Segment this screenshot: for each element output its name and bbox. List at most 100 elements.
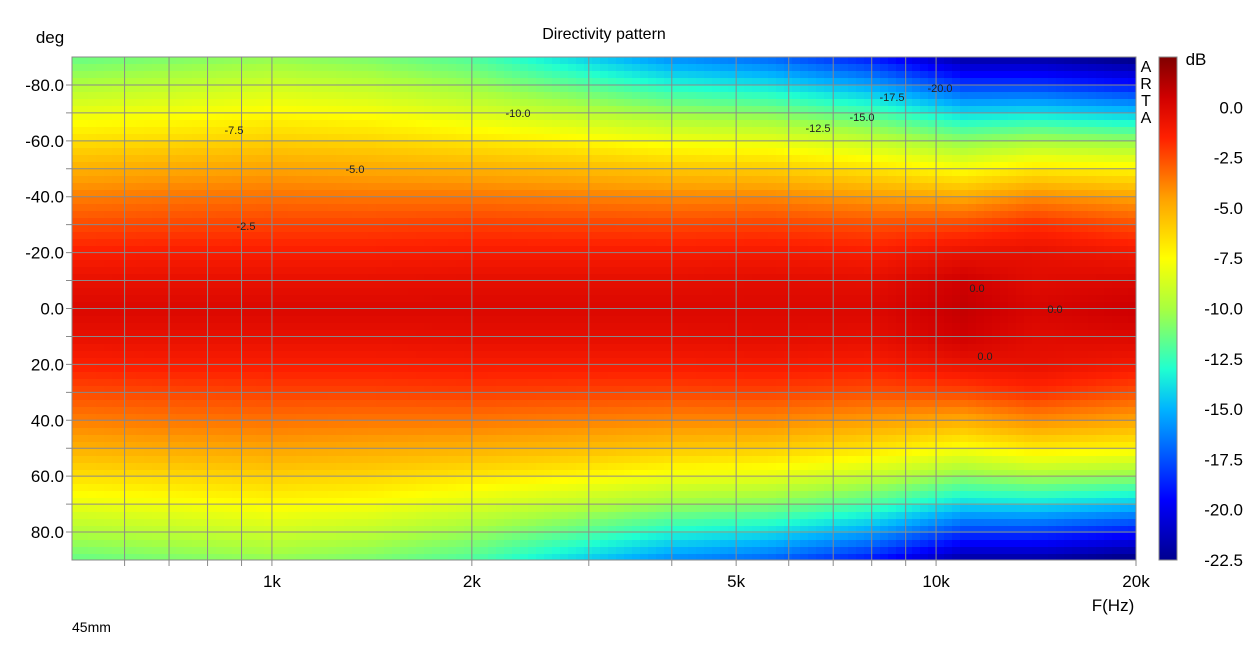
heatmap-cell bbox=[536, 379, 545, 387]
heatmap-cell bbox=[216, 386, 225, 394]
heatmap-cell bbox=[488, 491, 497, 499]
heatmap-cell bbox=[416, 456, 425, 464]
heatmap-cell bbox=[392, 218, 401, 226]
heatmap-cell bbox=[600, 547, 609, 555]
heatmap-cell bbox=[72, 526, 81, 534]
heatmap-cell bbox=[560, 232, 569, 240]
heatmap-cell bbox=[336, 512, 345, 520]
heatmap-cell bbox=[88, 316, 97, 324]
heatmap-cell bbox=[104, 127, 113, 135]
heatmap-cell bbox=[304, 190, 313, 198]
heatmap-cell bbox=[192, 435, 201, 443]
heatmap-cell bbox=[152, 519, 161, 527]
heatmap-cell bbox=[568, 204, 577, 212]
heatmap-cell bbox=[336, 547, 345, 555]
heatmap-cell bbox=[432, 519, 441, 527]
heatmap-cell bbox=[240, 358, 249, 366]
heatmap-cell bbox=[472, 484, 481, 492]
heatmap-cell bbox=[416, 274, 425, 282]
heatmap-cell bbox=[256, 351, 265, 359]
heatmap-cell bbox=[160, 421, 169, 429]
heatmap-cell bbox=[432, 309, 441, 317]
heatmap-cell bbox=[456, 162, 465, 170]
heatmap-cell bbox=[104, 358, 113, 366]
heatmap-cell bbox=[528, 211, 537, 219]
heatmap-cell bbox=[368, 372, 377, 380]
heatmap-cell bbox=[480, 435, 489, 443]
heatmap-cell bbox=[360, 498, 369, 506]
heatmap-cell bbox=[128, 162, 137, 170]
heatmap-cell bbox=[472, 71, 481, 79]
heatmap-cell bbox=[368, 421, 377, 429]
heatmap-cell bbox=[168, 85, 177, 93]
heatmap-cell bbox=[528, 547, 537, 555]
heatmap-cell bbox=[512, 491, 521, 499]
heatmap-cell bbox=[136, 239, 145, 247]
heatmap-cell bbox=[368, 148, 377, 156]
heatmap-cell bbox=[144, 288, 153, 296]
heatmap-cell bbox=[496, 386, 505, 394]
heatmap-cell bbox=[72, 176, 81, 184]
heatmap-cell bbox=[568, 533, 577, 541]
heatmap-cell bbox=[128, 407, 137, 415]
heatmap-cell bbox=[192, 288, 201, 296]
heatmap-cell bbox=[200, 365, 209, 373]
heatmap-cell bbox=[248, 162, 257, 170]
heatmap-cell bbox=[368, 232, 377, 240]
heatmap-cell bbox=[136, 85, 145, 93]
heatmap-cell bbox=[248, 309, 257, 317]
heatmap-cell bbox=[504, 470, 513, 478]
heatmap-cell bbox=[408, 274, 417, 282]
heatmap-cell bbox=[392, 176, 401, 184]
heatmap-cell bbox=[616, 64, 625, 72]
heatmap-cell bbox=[464, 169, 473, 177]
heatmap-cell bbox=[304, 260, 313, 268]
heatmap-cell bbox=[336, 113, 345, 121]
heatmap-cell bbox=[616, 344, 625, 352]
heatmap-cell bbox=[144, 218, 153, 226]
heatmap-cell bbox=[232, 71, 241, 79]
heatmap-cell bbox=[160, 498, 169, 506]
heatmap-cell bbox=[616, 141, 625, 149]
heatmap-cell bbox=[112, 176, 121, 184]
heatmap-cell bbox=[144, 134, 153, 142]
heatmap-cell bbox=[112, 204, 121, 212]
heatmap-cell bbox=[608, 365, 617, 373]
heatmap-cell bbox=[344, 309, 353, 317]
heatmap-cell bbox=[104, 218, 113, 226]
heatmap-cell bbox=[464, 232, 473, 240]
heatmap-cell bbox=[136, 484, 145, 492]
heatmap-cell bbox=[336, 442, 345, 450]
heatmap-cell bbox=[352, 428, 361, 436]
heatmap-cell bbox=[352, 197, 361, 205]
heatmap-cell bbox=[592, 421, 601, 429]
heatmap-cell bbox=[176, 414, 185, 422]
heatmap-cell bbox=[536, 57, 545, 65]
heatmap-cell bbox=[360, 190, 369, 198]
heatmap-cell bbox=[360, 281, 369, 289]
heatmap-cell bbox=[96, 547, 105, 555]
heatmap-cell bbox=[384, 106, 393, 114]
heatmap-cell bbox=[192, 547, 201, 555]
heatmap-cell bbox=[88, 176, 97, 184]
heatmap-cell bbox=[560, 344, 569, 352]
heatmap-cell bbox=[144, 141, 153, 149]
heatmap-cell bbox=[440, 281, 449, 289]
heatmap-cell bbox=[456, 554, 465, 560]
heatmap-cell bbox=[392, 400, 401, 408]
heatmap-cell bbox=[568, 197, 577, 205]
heatmap-cell bbox=[488, 344, 497, 352]
heatmap-cell bbox=[176, 127, 185, 135]
heatmap-cell bbox=[328, 239, 337, 247]
heatmap-cell bbox=[296, 421, 305, 429]
heatmap-cell bbox=[376, 540, 385, 548]
heatmap-cell bbox=[104, 512, 113, 520]
heatmap-cell bbox=[144, 505, 153, 513]
heatmap-cell bbox=[360, 456, 369, 464]
heatmap-cell bbox=[368, 470, 377, 478]
heatmap-cell bbox=[168, 547, 177, 555]
heatmap-cell bbox=[536, 491, 545, 499]
heatmap-cell bbox=[376, 428, 385, 436]
heatmap-cell bbox=[176, 239, 185, 247]
heatmap-cell bbox=[528, 274, 537, 282]
